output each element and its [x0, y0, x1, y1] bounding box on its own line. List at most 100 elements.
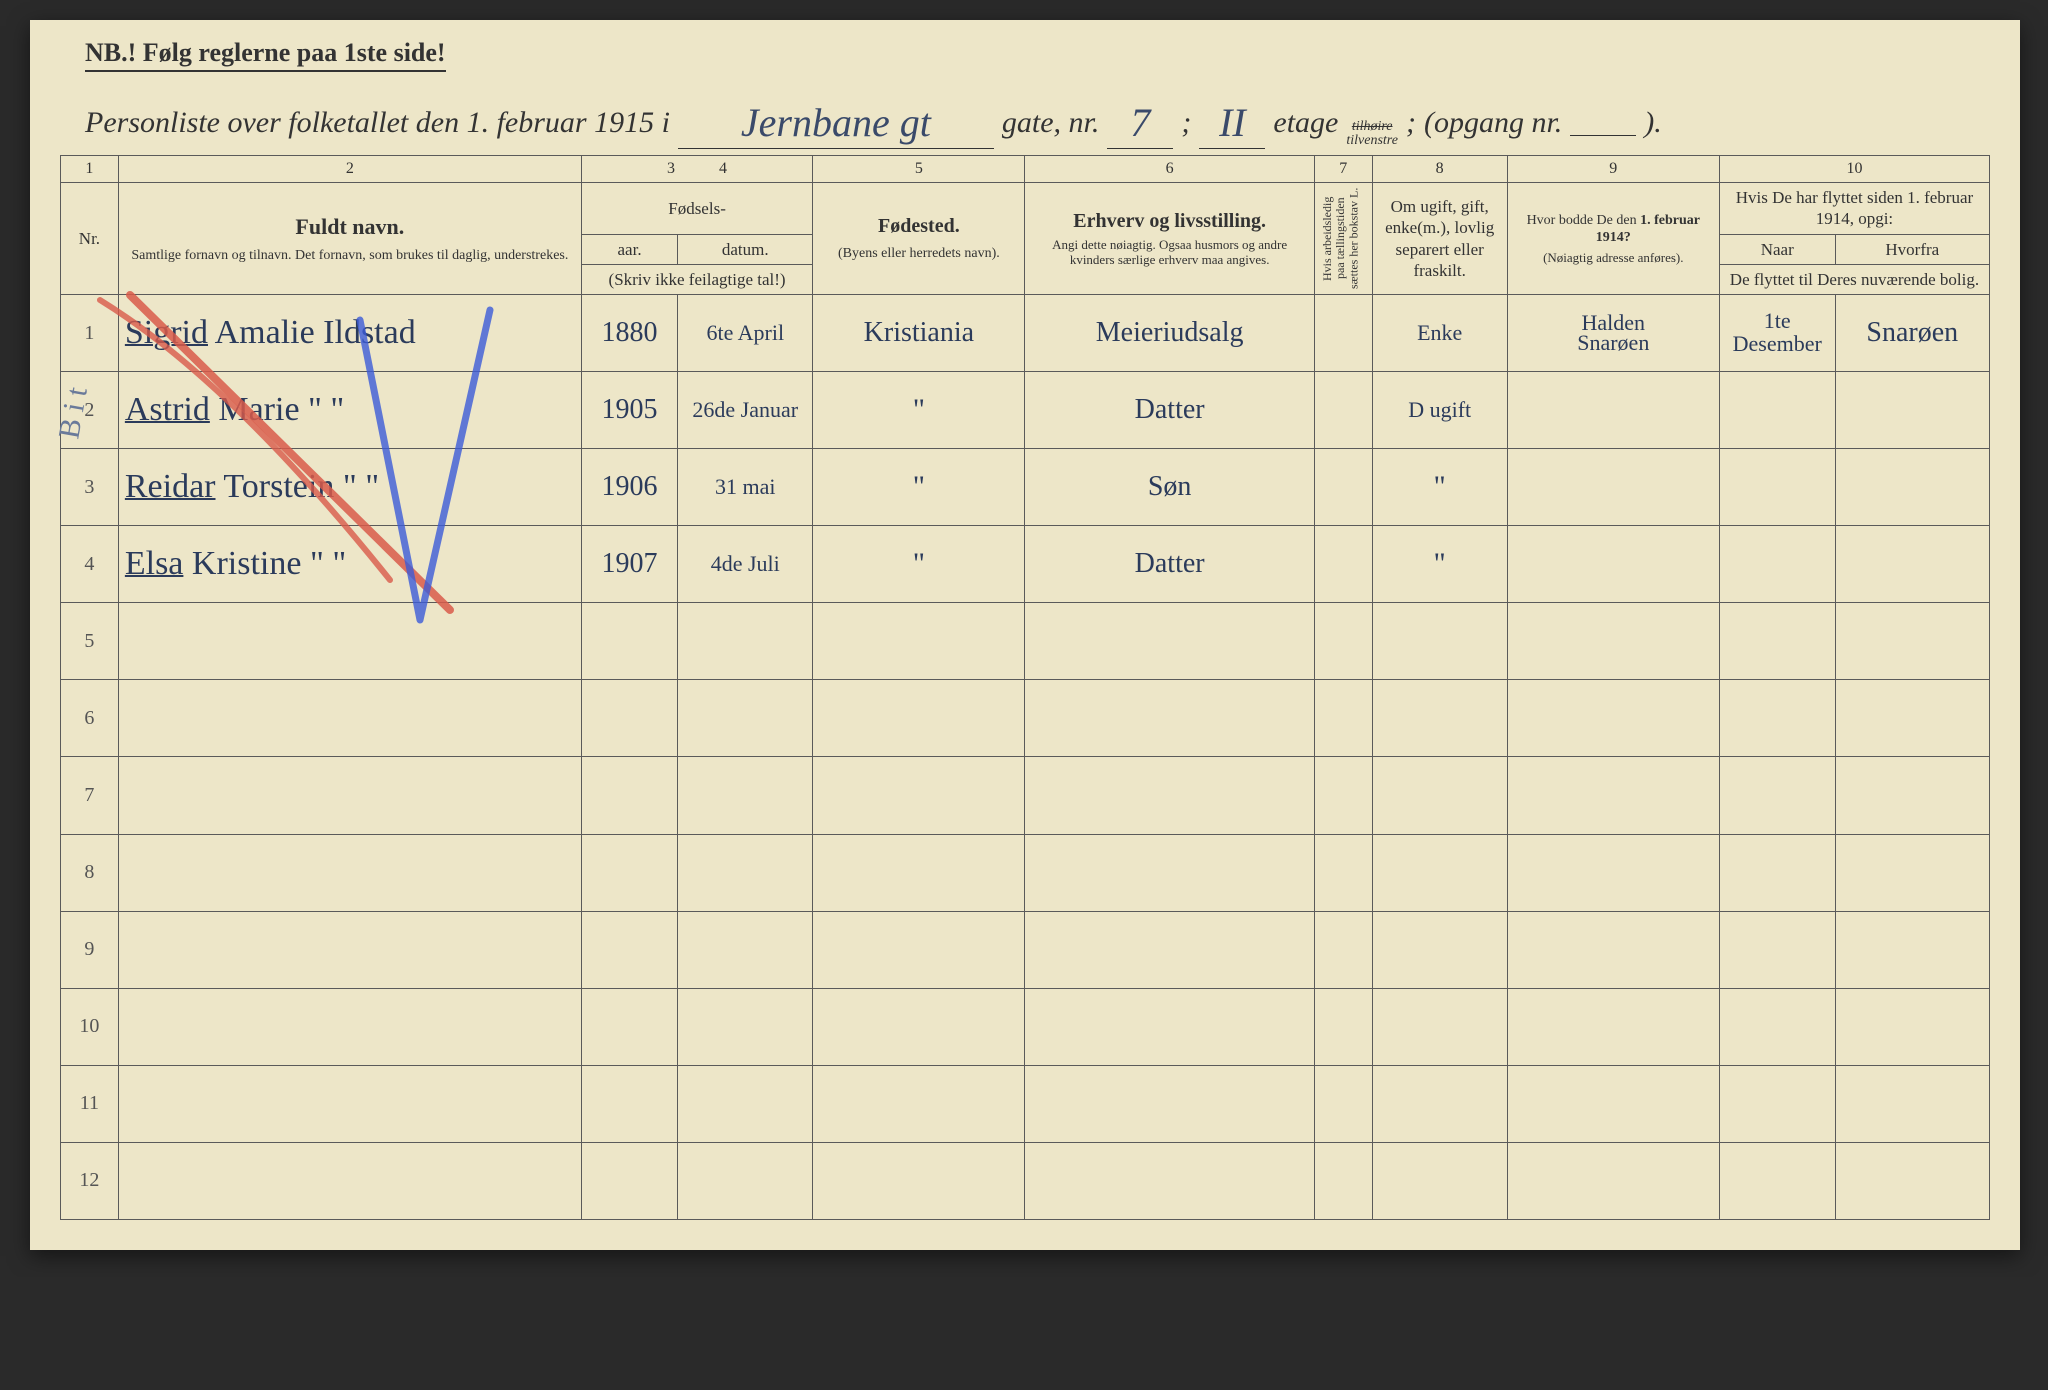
table-row: 6 [61, 680, 1990, 757]
cell-name [118, 1142, 581, 1219]
cell-born [813, 988, 1025, 1065]
cell-occ [1025, 834, 1314, 911]
cell-when [1719, 680, 1835, 757]
cell-year [581, 1065, 677, 1142]
census-table-wrap: 1 2 3 4 5 6 7 8 9 10 Nr. [60, 155, 1990, 1220]
hdr-name: Fuldt navn. Samtlige fornavn og tilnavn.… [118, 183, 581, 295]
cell-nr: 10 [61, 988, 119, 1065]
cell-date [678, 1142, 813, 1219]
cell-date [678, 911, 813, 988]
coln-10: 10 [1719, 156, 1989, 183]
coln-6: 6 [1025, 156, 1314, 183]
cell-from [1835, 1142, 1989, 1219]
cell-name: Elsa Kristine " " [118, 526, 581, 603]
table-row: 9 [61, 911, 1990, 988]
census-table: 1 2 3 4 5 6 7 8 9 10 Nr. [60, 155, 1990, 1220]
cell-year: 1905 [581, 372, 677, 449]
cell-year: 1880 [581, 295, 677, 372]
cell-addr1914 [1507, 680, 1719, 757]
coln-1: 1 [61, 156, 119, 183]
coln-3-4: 3 4 [581, 156, 812, 183]
cell-from [1835, 680, 1989, 757]
cell-civ: D ugift [1372, 372, 1507, 449]
table-row: 1Sigrid Amalie Ildstad18806te AprilKrist… [61, 295, 1990, 372]
cell-from [1835, 911, 1989, 988]
cell-when [1719, 603, 1835, 680]
cell-civ [1372, 834, 1507, 911]
cell-l [1314, 526, 1372, 603]
hdr-col9-b: Hvor bodde De den 1. februar 1914? [1514, 212, 1713, 247]
tilhoire-tilvenstre: tilhøire tilvenstre [1346, 120, 1398, 148]
table-row: 2Astrid Marie " "190526de Januar"DatterD… [61, 372, 1990, 449]
cell-nr: 7 [61, 757, 119, 834]
cell-occ [1025, 680, 1314, 757]
cell-born: Kristiania [813, 295, 1025, 372]
cell-occ: Søn [1025, 449, 1314, 526]
table-row: 5 [61, 603, 1990, 680]
census-form-paper: NB.! Følg reglerne paa 1ste side! Person… [30, 20, 2020, 1250]
cell-date: 26de Januar [678, 372, 813, 449]
cell-date: 31 mai [678, 449, 813, 526]
cell-nr: 5 [61, 603, 119, 680]
hdr-col9: Hvor bodde De den 1. februar 1914? (Nøia… [1507, 183, 1719, 295]
opgang-label: (opgang nr. [1424, 106, 1562, 140]
cell-from [1835, 603, 1989, 680]
hdr-datum: datum. [678, 234, 813, 264]
header-prefix: Personliste over folketallet den 1. febr… [85, 106, 670, 140]
cell-from [1835, 757, 1989, 834]
hdr-erhverv-sub: Angi dette nøiagtig. Ogsaa husmors og an… [1031, 238, 1307, 268]
cell-nr: 3 [61, 449, 119, 526]
cell-name [118, 834, 581, 911]
cell-date [678, 834, 813, 911]
cell-born [813, 911, 1025, 988]
cell-born [813, 1065, 1025, 1142]
table-row: 11 [61, 1065, 1990, 1142]
cell-occ [1025, 757, 1314, 834]
cell-when [1719, 526, 1835, 603]
gate-nr-fill: 7 [1107, 99, 1173, 149]
cell-born [813, 834, 1025, 911]
tilvenstre: tilvenstre [1346, 134, 1398, 148]
hdr-name-b: Fuldt navn. [125, 213, 575, 241]
cell-born [813, 1142, 1025, 1219]
cell-nr: 1 [61, 295, 119, 372]
cell-born: " [813, 372, 1025, 449]
cell-nr: 11 [61, 1065, 119, 1142]
tilhoire: tilhøire [1346, 120, 1398, 134]
cell-l [1314, 834, 1372, 911]
cell-date [678, 757, 813, 834]
hdr-fodested-sub: (Byens eller herredets navn). [819, 245, 1018, 263]
cell-nr: 9 [61, 911, 119, 988]
hdr-aar: aar. [581, 234, 677, 264]
cell-year [581, 911, 677, 988]
cell-born [813, 757, 1025, 834]
cell-civ [1372, 988, 1507, 1065]
coln-2: 2 [118, 156, 581, 183]
hdr-col9-sub: (Nøiagtig adresse anføres). [1514, 251, 1713, 266]
cell-addr1914 [1507, 834, 1719, 911]
cell-born [813, 680, 1025, 757]
cell-l [1314, 1142, 1372, 1219]
cell-nr: 8 [61, 834, 119, 911]
hdr-fodested: Fødested. (Byens eller herredets navn). [813, 183, 1025, 295]
nb-heading: NB.! Følg reglerne paa 1ste side! [85, 38, 446, 72]
cell-addr1914 [1507, 757, 1719, 834]
cell-occ: Meieriudsalg [1025, 295, 1314, 372]
header-numbers-row: 1 2 3 4 5 6 7 8 9 10 [61, 156, 1990, 183]
cell-civ [1372, 757, 1507, 834]
cell-civ [1372, 680, 1507, 757]
cell-name [118, 680, 581, 757]
cell-addr1914 [1507, 449, 1719, 526]
cell-name [118, 1065, 581, 1142]
cell-when [1719, 1142, 1835, 1219]
cell-nr: 2 [61, 372, 119, 449]
hdr-erhverv-b: Erhverv og livsstilling. [1031, 209, 1307, 234]
hdr-fodsels: Fødsels- [581, 183, 812, 235]
cell-from [1835, 834, 1989, 911]
cell-year [581, 603, 677, 680]
cell-year: 1906 [581, 449, 677, 526]
cell-addr1914 [1507, 911, 1719, 988]
cell-date [678, 603, 813, 680]
table-row: 10 [61, 988, 1990, 1065]
cell-nr: 12 [61, 1142, 119, 1219]
